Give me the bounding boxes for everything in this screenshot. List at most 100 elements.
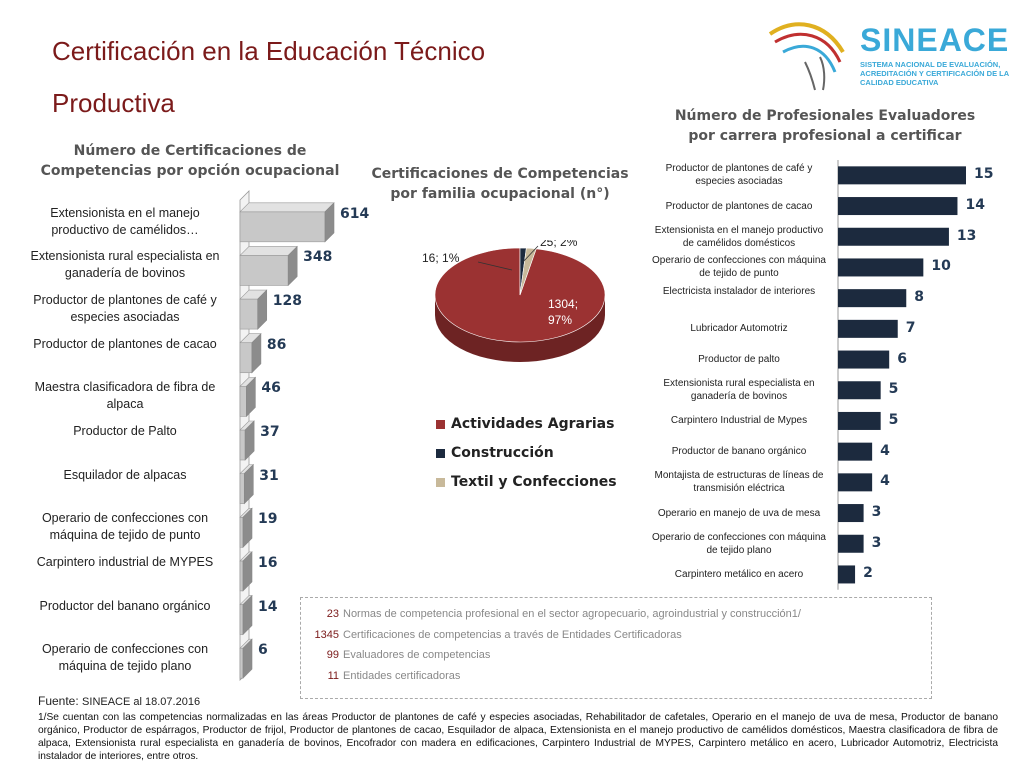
right-bar-value: 3 (871, 534, 882, 551)
summary-number: 1345 (314, 628, 339, 641)
left-category-label: Productor de Palto (73, 424, 177, 438)
right-bar (838, 411, 881, 430)
left-category-label: Operario de confecciones con máquina de … (41, 642, 209, 674)
left-bar-value: 614 (340, 205, 370, 222)
left-category-label: Maestra clasificadora de fibra de alpaca (34, 380, 216, 412)
logo-name: SINEACE (860, 22, 1010, 58)
right-bar-value: 2 (863, 565, 873, 582)
footer-label: Fuente: (38, 694, 79, 708)
right-category-label: Productor de banano orgánico (671, 446, 807, 458)
right-bar-value: 3 (871, 504, 882, 521)
pie-chart-title: Certificaciones de Competencias por fami… (360, 164, 640, 204)
left-category-label: Extensionista rural especialista en gana… (30, 249, 220, 281)
summary-row: 99 Evaluadores de competencias (301, 649, 921, 661)
left-bar-value: 348 (303, 249, 333, 266)
right-bar-value: 8 (914, 289, 925, 306)
summary-number: 23 (326, 608, 339, 620)
summary-box: 23 Normas de competencia profesional en e… (300, 597, 932, 699)
right-bar-value: 15 (974, 166, 994, 183)
pie-legend-item: Actividades Agrarias (436, 416, 614, 432)
logo-subtitle: SISTEMA NACIONAL DE EVALUACIÓN, ACREDITA… (860, 60, 1009, 87)
right-bar-value: 4 (880, 473, 890, 490)
legend-swatch (436, 477, 445, 487)
left-bar (239, 245, 298, 287)
right-bar (838, 565, 856, 584)
summary-text: Normas de competencia profesional en el … (343, 608, 801, 620)
sineace-logo-icon (768, 22, 845, 91)
right-bar (838, 381, 881, 400)
right-bar (838, 197, 958, 216)
right-category-label: Extensionista en el manejo productivo de… (654, 224, 824, 249)
right-category-label: Extensionista rural especialista en gana… (663, 378, 815, 403)
left-bar-chart (239, 190, 335, 681)
right-category-label: Montajista de estructuras de líneas de t… (654, 470, 824, 495)
left-bar (239, 507, 253, 548)
right-bar-chart (837, 160, 966, 590)
left-bar (239, 333, 262, 374)
right-bar-value: 5 (888, 411, 899, 428)
pie-chart: 1304; 97% 16; 1% 25; 2% (422, 240, 606, 362)
right-bar (838, 442, 873, 461)
footer-source-text: SINEACE al 18.07.2016 (82, 696, 201, 708)
left-category-label: Carpintero industrial de MYPES (36, 554, 214, 569)
right-bar-value: 13 (956, 227, 977, 244)
right-bar (838, 350, 890, 369)
left-bar (239, 594, 253, 636)
right-chart-title: Número de Profesionales Evaluadores por … (670, 106, 980, 146)
right-category-label: Electricista instalador de interiores (662, 286, 816, 298)
right-bar (838, 534, 864, 553)
left-bar (239, 638, 253, 679)
right-category-label: Operario en manejo de uva de mesa (657, 507, 821, 519)
left-bar (239, 202, 335, 243)
footnote: 1/Se cuentan con las competencias normal… (38, 712, 998, 762)
page-title-line1: Certificación en la Educación Técnico (52, 36, 486, 66)
pie-data-label: 25; 2% (540, 240, 578, 249)
summary-row: 11 Entidades certificadoras (301, 670, 921, 682)
left-bar-value: 86 (266, 336, 287, 353)
summary-number: 11 (327, 669, 339, 682)
legend-label: Actividades Agrarias (451, 416, 615, 432)
right-bar (838, 166, 966, 185)
right-bar-value: 14 (965, 197, 985, 214)
right-category-label: Carpintero metálico en acero (674, 568, 804, 580)
left-bar-value: 37 (260, 424, 280, 440)
right-category-label: Operario de confecciones con máquina de … (652, 531, 826, 556)
left-chart-title-line1: Número de Certificaciones de (73, 143, 307, 159)
pie-chart-title-line2: por familia ocupacional (n°) (390, 186, 610, 202)
summary-text: Entidades certificadoras (343, 669, 461, 682)
summary-number: 99 (326, 649, 339, 661)
summary-text: Certificaciones de competencias a través… (343, 628, 682, 641)
right-chart-title-line1: Número de Profesionales Evaluadores (674, 108, 976, 124)
summary-text: Evaluadores de competencias (343, 649, 491, 661)
left-bar (239, 551, 253, 592)
right-bar (838, 258, 924, 277)
left-bar-value: 46 (261, 380, 281, 397)
left-bar-value: 31 (259, 467, 279, 484)
legend-swatch (436, 419, 445, 429)
right-category-label: Productor de plantones de cacao (665, 200, 813, 212)
pie-data-label: 1304; 97% (548, 297, 578, 327)
right-bar-value: 4 (880, 442, 890, 459)
right-bar (838, 227, 949, 246)
pie-legend-item: Textil y Confecciones (436, 474, 617, 490)
pie-chart-title-line1: Certificaciones de Competencias (371, 166, 629, 182)
left-bar (239, 420, 255, 461)
right-chart-title-line2: por carrera profesional a certificar (688, 128, 962, 144)
right-category-label: Productor de plantones de café y especie… (665, 163, 813, 188)
left-bar (239, 289, 268, 330)
right-category-label: Productor de palto (698, 354, 780, 366)
right-bar (838, 504, 864, 523)
pie-legend-item: Construcción (436, 445, 554, 461)
legend-label: Textil y Confecciones (451, 474, 617, 490)
summary-row: 1345 Certificaciones de competencias a tr… (301, 629, 921, 641)
left-bar-value: 16 (258, 554, 278, 571)
right-category-label: Lubricador Automotriz (690, 323, 788, 335)
right-bar-value: 5 (888, 381, 899, 398)
left-category-label: Productor de plantones de café y especie… (33, 293, 217, 325)
summary-row: 23 Normas de competencia profesional en e… (301, 608, 921, 620)
pie-slice (519, 247, 537, 296)
left-bar-value: 19 (258, 511, 278, 528)
legend-swatch (436, 448, 445, 458)
right-bar (838, 289, 907, 308)
left-bar (239, 463, 255, 505)
